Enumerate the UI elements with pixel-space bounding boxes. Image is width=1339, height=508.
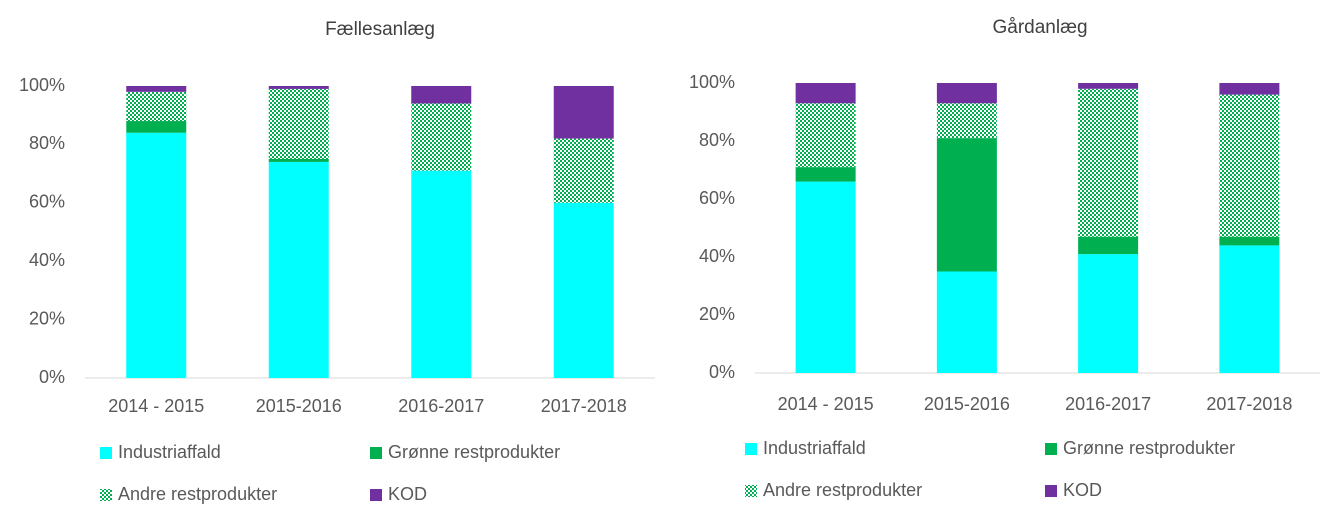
bar-segment <box>268 86 329 89</box>
legend-label: Andre restprodukter <box>118 484 277 504</box>
y-tick-label: 80% <box>699 130 735 150</box>
x-tick-label: 2017-2018 <box>541 396 627 416</box>
bar-segment <box>1078 88 1139 237</box>
bar-segment <box>126 91 187 122</box>
legend-swatch <box>370 447 382 459</box>
x-tick-label: 2016-2017 <box>398 396 484 416</box>
x-tick-label: 2014 - 2015 <box>778 394 874 414</box>
bar-segment <box>268 161 329 378</box>
bar-segment <box>411 170 472 378</box>
x-tick-label: 2015-2016 <box>256 396 342 416</box>
bar-segment <box>795 83 856 104</box>
bar-segment <box>1219 236 1280 246</box>
bar-segment <box>936 138 997 272</box>
bar-segment <box>936 271 997 373</box>
chart-title: Fællesanlæg <box>325 19 435 40</box>
bar-segment <box>553 202 614 378</box>
legend-label: KOD <box>388 484 427 504</box>
bar-segment <box>936 83 997 104</box>
bar-segment <box>795 181 856 373</box>
bar-segment <box>795 103 856 168</box>
bar-segment <box>126 121 187 133</box>
bar-segment <box>1219 94 1280 237</box>
bar-segment <box>268 88 329 159</box>
bar-segment <box>1219 245 1280 373</box>
bar-segment <box>126 132 187 378</box>
y-tick-label: 60% <box>699 188 735 208</box>
chart-title: Gårdanlæg <box>992 17 1087 38</box>
legend-label: Grønne restprodukter <box>1063 438 1235 458</box>
bar-segment <box>1078 236 1139 255</box>
x-tick-label: 2015-2016 <box>924 394 1010 414</box>
legend-swatch <box>100 447 112 459</box>
bar-segment <box>1078 254 1139 373</box>
legend-swatch <box>1045 485 1057 497</box>
y-tick-label: 40% <box>29 250 65 270</box>
y-tick-label: 40% <box>699 246 735 266</box>
bar-segment <box>553 138 614 203</box>
y-tick-label: 80% <box>29 133 65 153</box>
legend-label: Grønne restprodukter <box>388 442 560 462</box>
legend-swatch <box>745 443 757 455</box>
legend-swatch <box>370 489 382 501</box>
y-tick-label: 0% <box>709 362 735 382</box>
bar-segment <box>1219 83 1280 95</box>
legend-swatch <box>100 489 112 501</box>
bar-segment <box>553 86 614 139</box>
bar-segment <box>268 159 329 162</box>
y-tick-label: 100% <box>689 72 735 92</box>
legend-label: Industriaffald <box>118 442 221 462</box>
y-tick-label: 20% <box>699 304 735 324</box>
legend-label: Andre restprodukter <box>763 480 922 500</box>
x-tick-label: 2016-2017 <box>1065 394 1151 414</box>
x-tick-label: 2017-2018 <box>1206 394 1292 414</box>
bar-segment <box>411 86 472 104</box>
y-tick-label: 0% <box>39 367 65 387</box>
bar-segment <box>126 86 187 92</box>
y-tick-label: 60% <box>29 192 65 212</box>
bar-segment <box>1078 83 1139 89</box>
y-tick-label: 20% <box>29 308 65 328</box>
legend-swatch <box>1045 443 1057 455</box>
legend-label: Industriaffald <box>763 438 866 458</box>
legend-label: KOD <box>1063 480 1102 500</box>
x-tick-label: 2014 - 2015 <box>108 396 204 416</box>
bar-segment <box>411 103 472 171</box>
legend-swatch <box>745 485 757 497</box>
bar-segment <box>936 103 997 139</box>
y-tick-label: 100% <box>19 75 65 95</box>
bar-segment <box>795 167 856 182</box>
